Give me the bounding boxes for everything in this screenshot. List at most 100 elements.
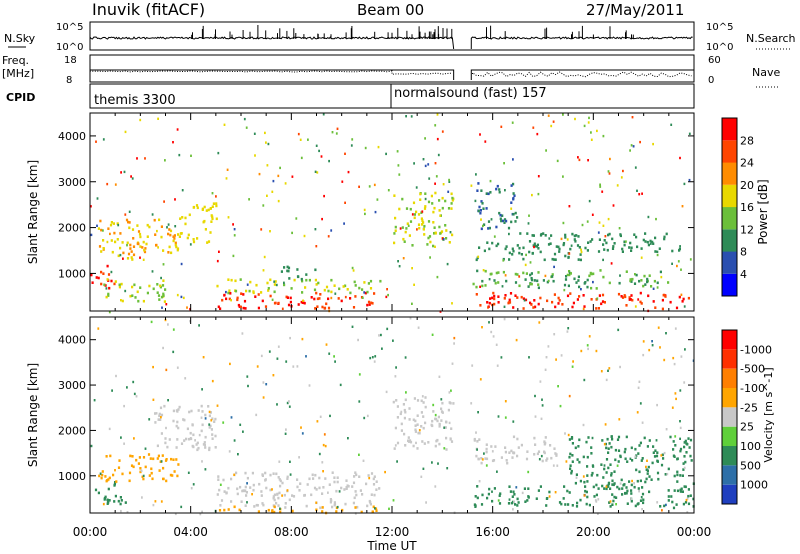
echo-speck	[172, 141, 174, 144]
echo-speck	[255, 413, 258, 417]
echo-cell	[164, 437, 167, 440]
colorbar-level: 24	[740, 157, 754, 170]
echo-speck	[167, 323, 169, 326]
echo-speck	[434, 162, 437, 165]
echo-speck	[411, 302, 413, 305]
echo-cell	[316, 305, 319, 308]
echo-cell	[633, 233, 636, 236]
echo-cell	[229, 292, 232, 295]
echo-speck	[361, 296, 364, 299]
echo-cell	[113, 282, 116, 286]
echo-cell	[514, 281, 518, 284]
echo-cell	[667, 281, 670, 284]
echo-cell	[498, 188, 501, 191]
echo-cell	[107, 227, 110, 230]
echo-cell	[279, 484, 282, 488]
echo-cell	[639, 300, 642, 304]
echo-speck	[276, 403, 278, 406]
echo-speck	[120, 436, 122, 439]
echo-cell	[612, 483, 615, 487]
colorbar-segment	[722, 140, 737, 163]
echo-cell	[158, 298, 161, 301]
echo-speck	[453, 336, 456, 340]
echo-cell	[236, 298, 239, 302]
echo-cell	[640, 247, 643, 250]
echo-speck	[374, 507, 376, 510]
echo-cell	[192, 240, 196, 244]
echo-cell	[478, 246, 481, 249]
echo-cell	[564, 236, 567, 239]
echo-speck	[322, 113, 325, 116]
echo-speck	[525, 253, 527, 257]
echo-cell	[321, 506, 324, 509]
echo-cell	[135, 458, 138, 462]
echo-speck	[233, 439, 236, 442]
echo-cell	[609, 505, 612, 508]
echo-cell	[542, 279, 545, 282]
echo-speck	[590, 131, 592, 134]
echo-cell	[613, 495, 616, 499]
echo-cell	[681, 300, 684, 303]
echo-cell	[203, 205, 206, 209]
freq-strip-trace	[89, 69, 694, 80]
time-tick-label: 16:00	[475, 525, 510, 539]
echo-cell	[476, 440, 479, 443]
echo-cell	[409, 440, 413, 444]
echo-cell	[598, 238, 601, 241]
echo-speck	[288, 405, 291, 408]
echo-cell	[170, 457, 173, 461]
echo-cell	[402, 237, 405, 241]
echo-cell	[512, 182, 515, 186]
echo-cell	[571, 504, 574, 507]
echo-speck	[443, 426, 446, 429]
echo-speck	[537, 175, 540, 178]
echo-cell	[570, 437, 574, 440]
echo-cell	[487, 192, 490, 196]
echo-cell	[642, 238, 645, 242]
echo-cell	[546, 457, 549, 460]
echo-cell	[109, 223, 113, 227]
echo-cell	[495, 187, 498, 191]
echo-cell	[100, 270, 103, 274]
echo-cell	[281, 481, 284, 485]
echo-cell	[585, 440, 588, 444]
echo-speck	[108, 427, 111, 431]
echo-cell	[607, 481, 611, 485]
echo-cell	[631, 459, 634, 462]
echo-cell	[234, 289, 238, 293]
echo-cell	[128, 479, 131, 483]
echo-cell	[161, 284, 165, 287]
echo-cell	[497, 295, 500, 298]
echo-speck	[629, 279, 632, 283]
echo-speck	[405, 391, 407, 394]
echo-cell	[260, 490, 263, 493]
echo-cell	[578, 285, 581, 289]
echo-speck	[164, 159, 166, 162]
echo-cell	[317, 281, 320, 285]
nsky-strip-frame	[89, 21, 695, 51]
echo-speck	[482, 269, 485, 272]
cpid-strip-frame	[89, 83, 695, 109]
echo-cell	[404, 410, 407, 414]
echo-speck	[679, 245, 681, 248]
echo-cell	[625, 491, 628, 495]
echo-cell	[567, 284, 570, 288]
echo-speck	[233, 228, 236, 231]
echo-speck	[562, 175, 564, 178]
echo-cell	[368, 303, 371, 306]
echo-cell	[492, 459, 496, 462]
echo-cell	[678, 249, 681, 252]
echo-cell	[97, 227, 100, 230]
echo-speck	[425, 501, 427, 504]
colorbar-segment	[722, 465, 737, 485]
echo-speck	[292, 365, 295, 368]
echo-cell	[647, 294, 650, 298]
echo-speck	[582, 475, 585, 478]
echo-cell	[588, 274, 591, 278]
echo-speck	[597, 498, 600, 501]
echo-speck	[215, 195, 217, 198]
echo-cell	[634, 447, 637, 451]
echo-speck	[352, 269, 355, 272]
echo-cell	[528, 250, 531, 254]
echo-cell	[310, 296, 313, 299]
